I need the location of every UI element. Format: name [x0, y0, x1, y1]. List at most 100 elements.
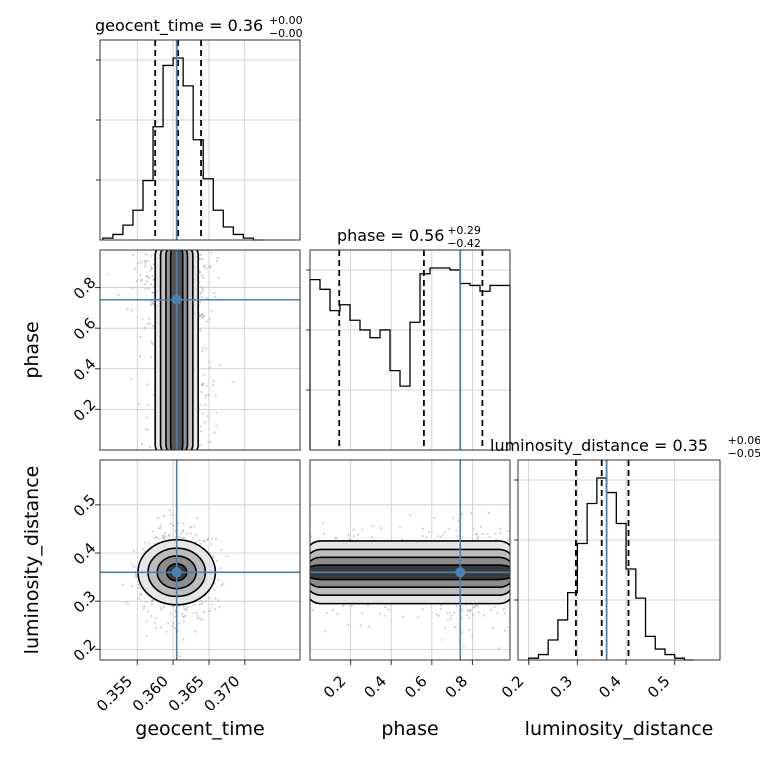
scatter-panel-luminosity_distance-vs-phase: [309, 459, 511, 661]
sample-point: [475, 604, 478, 607]
sample-point: [151, 530, 154, 533]
sample-point: [428, 530, 431, 534]
panel-frame: [517, 459, 721, 661]
sample-point: [322, 521, 325, 525]
sample-point: [150, 614, 153, 618]
sample-point: [219, 567, 223, 570]
sample-point: [488, 535, 491, 539]
sample-point: [192, 525, 196, 528]
x-tick-label-geocent_time: 0.360: [129, 672, 172, 715]
panel-content: [310, 460, 510, 660]
sample-point: [350, 604, 354, 608]
sample-point: [425, 535, 428, 539]
sample-point: [200, 274, 204, 277]
sample-point: [154, 616, 157, 620]
panel-content: [100, 250, 300, 450]
sample-point: [201, 412, 204, 416]
sample-point: [469, 512, 473, 515]
sample-point: [449, 617, 452, 620]
sample-point: [204, 403, 207, 407]
x-tick-label-luminosity_distance: 0.5: [644, 672, 674, 702]
sample-point: [499, 527, 502, 531]
sample-point: [151, 291, 154, 294]
sample-point: [198, 314, 202, 318]
x-tick-label-phase: 0.6: [401, 672, 431, 702]
sample-point: [133, 565, 136, 568]
sample-point: [163, 606, 166, 609]
sample-point: [203, 373, 206, 377]
sample-point: [172, 524, 175, 527]
sample-point: [170, 513, 173, 517]
sample-point: [147, 287, 150, 291]
sample-point: [179, 532, 183, 535]
sample-point: [218, 364, 221, 367]
sample-point: [348, 538, 352, 541]
sample-point: [201, 313, 204, 316]
sample-point: [163, 537, 166, 540]
sample-point: [493, 605, 496, 609]
sample-point: [163, 514, 166, 517]
histogram-luminosity_distance: [528, 477, 695, 661]
hist-panel-phase: phase = 0.56 +0.29−0.42: [306, 224, 511, 451]
sample-point: [196, 614, 199, 617]
sample-point: [183, 537, 186, 540]
sample-point: [163, 534, 166, 537]
sample-point: [506, 530, 509, 533]
sample-point: [182, 615, 186, 618]
sample-point: [471, 634, 474, 637]
sample-point: [182, 530, 185, 533]
sample-point: [200, 618, 204, 622]
sample-point: [145, 634, 148, 638]
sample-point: [150, 599, 153, 603]
title-minus: −0.05: [728, 447, 760, 460]
sample-point: [437, 614, 440, 618]
sample-point: [217, 598, 220, 602]
sample-point: [468, 608, 471, 611]
sample-point: [163, 535, 166, 538]
sample-point: [201, 288, 204, 291]
sample-point: [473, 605, 477, 608]
histogram-geocent_time: [102, 57, 264, 241]
sample-point: [213, 291, 216, 295]
sample-point: [201, 382, 204, 386]
sample-point: [172, 605, 175, 608]
sample-point: [497, 646, 500, 650]
sample-point: [439, 607, 442, 610]
sample-point: [201, 382, 204, 385]
sample-point: [139, 593, 142, 596]
scatter-panel-phase-vs-geocent_time: [99, 249, 301, 451]
sample-point: [200, 430, 203, 433]
sample-point: [177, 622, 181, 625]
sample-point: [163, 603, 166, 606]
sample-point: [196, 516, 199, 519]
sample-point: [201, 600, 204, 603]
injection-marker: [171, 294, 182, 305]
sample-point: [139, 261, 143, 264]
sample-point: [479, 525, 483, 528]
title-minus: −0.00: [269, 27, 303, 40]
sample-point: [151, 599, 154, 602]
sample-point: [499, 531, 502, 535]
sample-point: [440, 638, 443, 642]
sample-point: [149, 283, 153, 286]
sample-point: [149, 269, 152, 272]
sample-point: [421, 534, 424, 538]
sample-point: [144, 427, 148, 430]
sample-point: [206, 415, 209, 418]
sample-point: [146, 259, 150, 262]
y-tick-label-luminosity_distance: 0.3: [70, 587, 100, 617]
sample-point: [490, 608, 493, 612]
sample-point: [198, 603, 201, 606]
sample-point: [150, 254, 153, 258]
sample-point: [202, 315, 205, 318]
x-tick-label-geocent_time: 0.365: [165, 672, 208, 715]
sample-point: [205, 267, 208, 270]
sample-point: [496, 611, 499, 614]
sample-point: [192, 537, 195, 540]
sample-point: [433, 516, 436, 519]
sample-point: [133, 267, 137, 270]
sample-point: [456, 534, 459, 538]
sample-point: [194, 533, 197, 536]
y-tick-label-phase: 0.2: [70, 395, 100, 425]
contour-line: [154, 250, 200, 450]
